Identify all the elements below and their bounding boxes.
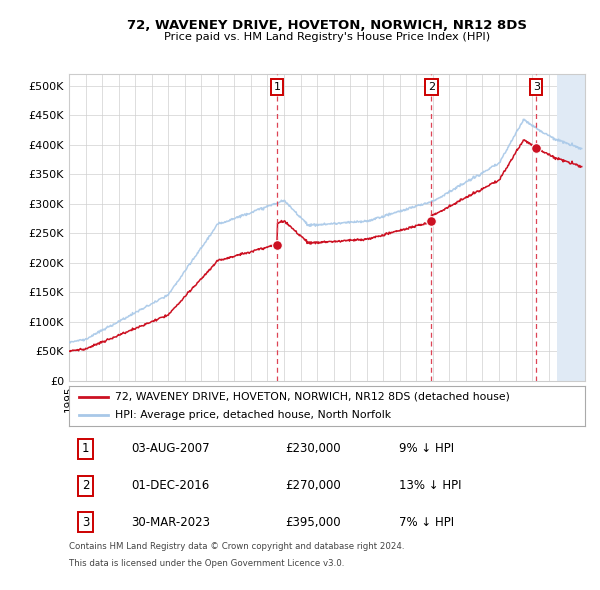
Text: 13% ↓ HPI: 13% ↓ HPI bbox=[399, 479, 462, 492]
Text: 2: 2 bbox=[428, 82, 435, 91]
Text: 1: 1 bbox=[274, 82, 281, 91]
Text: Price paid vs. HM Land Registry's House Price Index (HPI): Price paid vs. HM Land Registry's House … bbox=[164, 32, 490, 42]
Text: 3: 3 bbox=[82, 516, 89, 529]
Text: 1: 1 bbox=[82, 442, 89, 455]
Text: £230,000: £230,000 bbox=[286, 442, 341, 455]
Text: HPI: Average price, detached house, North Norfolk: HPI: Average price, detached house, Nort… bbox=[115, 410, 392, 420]
Text: £395,000: £395,000 bbox=[286, 516, 341, 529]
Text: £270,000: £270,000 bbox=[286, 479, 341, 492]
Bar bbox=[557, 74, 590, 381]
Text: 03-AUG-2007: 03-AUG-2007 bbox=[131, 442, 209, 455]
Text: Contains HM Land Registry data © Crown copyright and database right 2024.: Contains HM Land Registry data © Crown c… bbox=[69, 542, 404, 551]
Text: 9% ↓ HPI: 9% ↓ HPI bbox=[399, 442, 454, 455]
Text: 30-MAR-2023: 30-MAR-2023 bbox=[131, 516, 210, 529]
Text: 7% ↓ HPI: 7% ↓ HPI bbox=[399, 516, 454, 529]
Text: 72, WAVENEY DRIVE, HOVETON, NORWICH, NR12 8DS: 72, WAVENEY DRIVE, HOVETON, NORWICH, NR1… bbox=[127, 19, 527, 32]
Text: 2: 2 bbox=[82, 479, 89, 492]
Text: 01-DEC-2016: 01-DEC-2016 bbox=[131, 479, 209, 492]
Text: 3: 3 bbox=[533, 82, 540, 91]
Text: 72, WAVENEY DRIVE, HOVETON, NORWICH, NR12 8DS (detached house): 72, WAVENEY DRIVE, HOVETON, NORWICH, NR1… bbox=[115, 392, 511, 402]
Bar bbox=[557, 74, 590, 381]
Text: This data is licensed under the Open Government Licence v3.0.: This data is licensed under the Open Gov… bbox=[69, 559, 344, 568]
